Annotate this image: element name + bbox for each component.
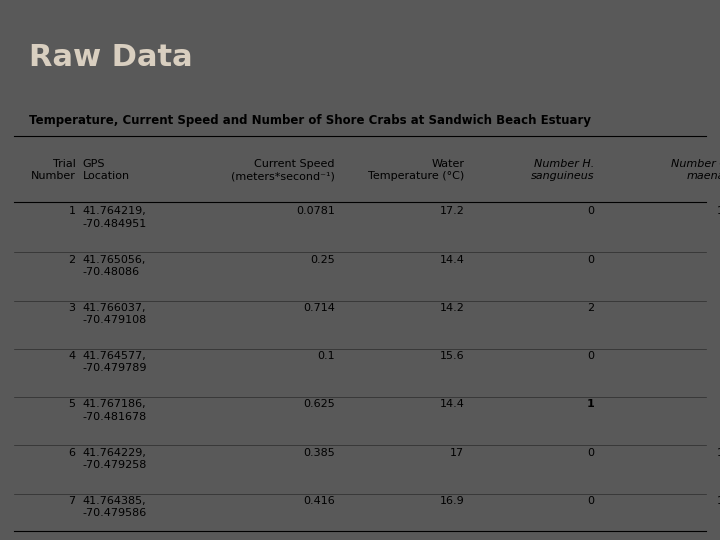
Text: 6: 6 (68, 448, 76, 457)
Text: GPS
Location: GPS Location (83, 159, 130, 181)
Text: 0.714: 0.714 (303, 303, 335, 313)
Text: 17.2: 17.2 (439, 206, 464, 217)
Text: 3: 3 (68, 303, 76, 313)
Text: 0.385: 0.385 (303, 448, 335, 457)
Text: 0.625: 0.625 (303, 399, 335, 409)
Text: 0.416: 0.416 (303, 496, 335, 506)
Text: 15: 15 (717, 448, 720, 457)
Text: 0.25: 0.25 (310, 254, 335, 265)
Text: 41.764229,
-70.479258: 41.764229, -70.479258 (83, 448, 147, 470)
Text: 0.0781: 0.0781 (296, 206, 335, 217)
Text: 5: 5 (68, 399, 76, 409)
Text: 41.766037,
-70.479108: 41.766037, -70.479108 (83, 303, 147, 325)
Text: 15.6: 15.6 (440, 351, 464, 361)
Text: 41.764577,
-70.479789: 41.764577, -70.479789 (83, 351, 148, 374)
Text: Current Speed
(meters*second⁻¹): Current Speed (meters*second⁻¹) (231, 159, 335, 181)
Text: 14.4: 14.4 (439, 254, 464, 265)
Text: 12: 12 (716, 496, 720, 506)
Text: 2: 2 (68, 254, 76, 265)
Text: Number H.
sanguineus: Number H. sanguineus (531, 159, 594, 181)
Text: 14.4: 14.4 (439, 399, 464, 409)
Text: 1: 1 (586, 399, 594, 409)
Text: 0: 0 (587, 496, 594, 506)
Text: 0: 0 (587, 254, 594, 265)
Text: 41.764219,
-70.484951: 41.764219, -70.484951 (83, 206, 147, 229)
Text: 14.2: 14.2 (439, 303, 464, 313)
Text: 0: 0 (587, 448, 594, 457)
Text: Water
Temperature (°C): Water Temperature (°C) (368, 159, 464, 181)
Text: 19: 19 (716, 206, 720, 217)
Text: Raw Data: Raw Data (29, 43, 192, 72)
Text: 0.1: 0.1 (318, 351, 335, 361)
Text: 0: 0 (587, 206, 594, 217)
Text: Number C.
maenas: Number C. maenas (671, 159, 720, 181)
Text: 16.9: 16.9 (440, 496, 464, 506)
Text: 0: 0 (587, 351, 594, 361)
Text: 2: 2 (587, 303, 594, 313)
Text: 17: 17 (450, 448, 464, 457)
Text: 41.765056,
-70.48086: 41.765056, -70.48086 (83, 254, 146, 277)
Text: 41.767186,
-70.481678: 41.767186, -70.481678 (83, 399, 147, 422)
Text: 4: 4 (68, 351, 76, 361)
Text: 7: 7 (68, 496, 76, 506)
Text: Trial
Number: Trial Number (31, 159, 76, 181)
Text: 41.764385,
-70.479586: 41.764385, -70.479586 (83, 496, 147, 518)
Text: Temperature, Current Speed and Number of Shore Crabs at Sandwich Beach Estuary: Temperature, Current Speed and Number of… (29, 114, 591, 127)
Text: 1: 1 (68, 206, 76, 217)
